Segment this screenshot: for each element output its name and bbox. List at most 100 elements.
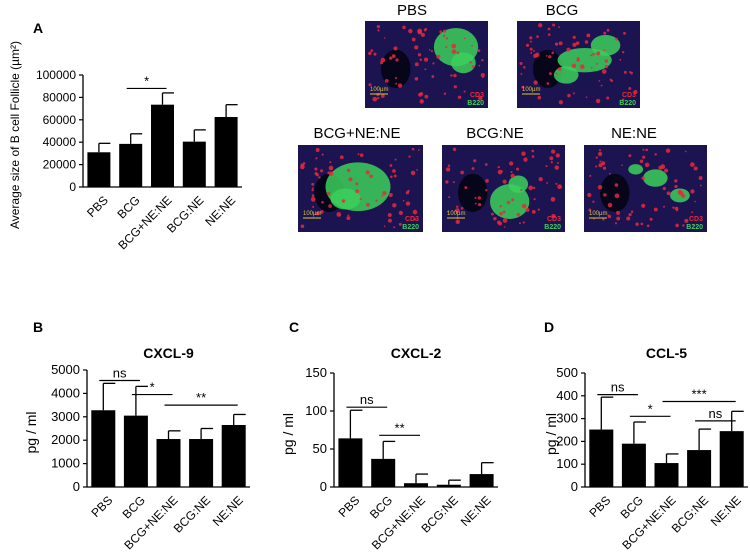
micrograph-cd3-cell	[682, 224, 685, 227]
chart-c-ytick-label: 0	[320, 479, 327, 494]
micrograph-cd3-cell	[592, 53, 595, 56]
micrograph-cd3-cell	[389, 164, 393, 167]
micrograph-cd3-cell	[443, 29, 447, 33]
micrograph-cd3-cell	[646, 224, 650, 228]
micrograph-cd3-cell	[551, 149, 556, 154]
micrograph-b220-label: B220	[686, 224, 703, 231]
micrograph-cd3-cell	[417, 28, 422, 34]
micrograph-cd3-cell	[522, 221, 525, 224]
chart-d-ytick-label: 500	[556, 365, 578, 380]
micrograph-cd3-cell	[321, 153, 324, 156]
micrograph-cd3-cell	[502, 218, 508, 223]
micrograph-cd3-cell	[328, 171, 334, 176]
micrograph-cd3-cell	[510, 171, 513, 174]
micrograph-cd3-cell	[663, 168, 669, 173]
micrograph-cd3-cell	[414, 62, 419, 67]
micrograph-cd3-cell	[481, 59, 484, 62]
micrograph-cd3-cell	[533, 80, 538, 85]
micrograph-cd3-cell	[430, 50, 433, 53]
micrograph-cd3-cell	[551, 213, 556, 219]
micrograph-cd3-cell	[693, 166, 698, 171]
micrograph-group: 100µmCD3B220100µmCD3B220100µmCD3B220100µ…	[298, 21, 707, 232]
micrograph-cd3-cell	[595, 165, 598, 168]
micrograph-cd3-cell	[599, 160, 602, 163]
micrograph-cd3-cell	[443, 92, 447, 95]
micrograph-scale-label: 100µm	[303, 211, 321, 217]
micrograph-cd3-cell	[520, 72, 523, 75]
micrograph-cd3-cell	[391, 54, 396, 58]
micrograph-cd3-cell	[597, 185, 603, 190]
micrograph-b220-region	[553, 66, 579, 84]
micrograph-cd3-cell	[329, 161, 332, 164]
chart-c-significance-label: ns	[360, 392, 374, 407]
micrograph-cd3-cell	[590, 66, 593, 69]
micrograph-cd3-cell	[326, 191, 331, 196]
micrograph-cd3-cell	[621, 51, 625, 54]
micrograph-cd3-cell	[431, 75, 435, 78]
micrograph-cd3-cell	[377, 29, 380, 32]
chart-b-significance-label: *	[150, 380, 155, 395]
micrograph-cd3-cell	[628, 154, 632, 158]
micrograph-cd3-cell	[601, 69, 607, 74]
panel-label-d: D	[544, 319, 554, 335]
micrograph-cd3-cell	[321, 200, 324, 204]
micrograph-cd3-cell	[642, 148, 645, 151]
micrograph-cd3-cell	[460, 170, 464, 175]
micrograph-cd3-cell	[471, 45, 473, 47]
micrograph-cd3-cell	[485, 179, 489, 183]
chart-a-ytick-label: 0	[69, 180, 76, 194]
chart-a-ytick-label: 100000	[36, 68, 76, 82]
micrograph-b220-region	[628, 164, 644, 175]
panel-label-b: B	[33, 319, 43, 335]
micrograph-scale-label: 100µm	[589, 211, 607, 217]
micrograph-cd3-cell	[557, 67, 562, 71]
chart-d-ytick-label: 0	[571, 479, 578, 494]
micrograph-cd3-cell	[690, 162, 695, 167]
chart-b-ytick-label: 1000	[51, 456, 80, 471]
micrograph-cd3-label: CD3	[622, 92, 636, 99]
micrograph-b220-region	[508, 175, 529, 193]
micrograph-cd3-cell	[519, 222, 521, 225]
micrograph-cd3-cell	[529, 47, 533, 51]
micrograph-cd3-cell	[392, 169, 396, 173]
micrograph-cd3-cell	[346, 216, 351, 221]
chart-b-ytick-label: 0	[73, 479, 80, 494]
micrograph-cd3-cell	[528, 185, 534, 191]
micrograph-cd3-cell	[478, 96, 483, 101]
micrograph-cd3-cell	[579, 64, 585, 70]
micrograph-cd3-cell	[402, 199, 405, 202]
micrograph-lumen	[599, 173, 630, 212]
micrograph-cd3-cell	[694, 200, 696, 203]
micrograph-cd3-cell	[510, 173, 515, 179]
micrograph-cd3-cell	[551, 51, 555, 55]
micrograph-cd3-cell	[645, 148, 648, 152]
micrograph-cd3-cell	[623, 70, 627, 74]
micrograph-cd3-cell	[609, 78, 612, 81]
chart-c-bar	[371, 458, 396, 487]
chart-a-ytick-label: 20000	[43, 158, 77, 172]
micrograph-cd3-cell	[453, 85, 457, 89]
micrograph-cd3-cell	[552, 23, 556, 27]
micrograph-cd3-cell	[376, 96, 380, 100]
micrograph-cd3-cell	[456, 51, 460, 55]
chart-b-ytick-label: 4000	[51, 385, 80, 400]
micrograph-cd3-cell	[398, 210, 403, 215]
micrograph-cd3-cell	[531, 155, 535, 158]
micrograph-cd3-cell	[428, 49, 431, 51]
micrograph-cd3-cell	[348, 177, 353, 182]
micrograph-cd3-cell	[603, 193, 607, 197]
micrograph-cd3-cell	[395, 58, 399, 62]
micrograph-cd3-cell	[546, 182, 548, 184]
micrograph-cd3-cell	[452, 181, 455, 184]
micrograph-cd3-cell	[455, 219, 460, 224]
micrograph-cd3-cell	[606, 28, 610, 32]
micrograph-cd3-cell	[600, 84, 603, 87]
micrograph-cd3-cell	[448, 196, 451, 199]
chart-a-bar	[214, 117, 238, 187]
micrograph-cd3-cell	[537, 95, 542, 100]
panel-label-a: A	[33, 20, 43, 36]
chart-c-bar	[436, 484, 461, 487]
micrograph-cd3-cell	[460, 207, 464, 210]
